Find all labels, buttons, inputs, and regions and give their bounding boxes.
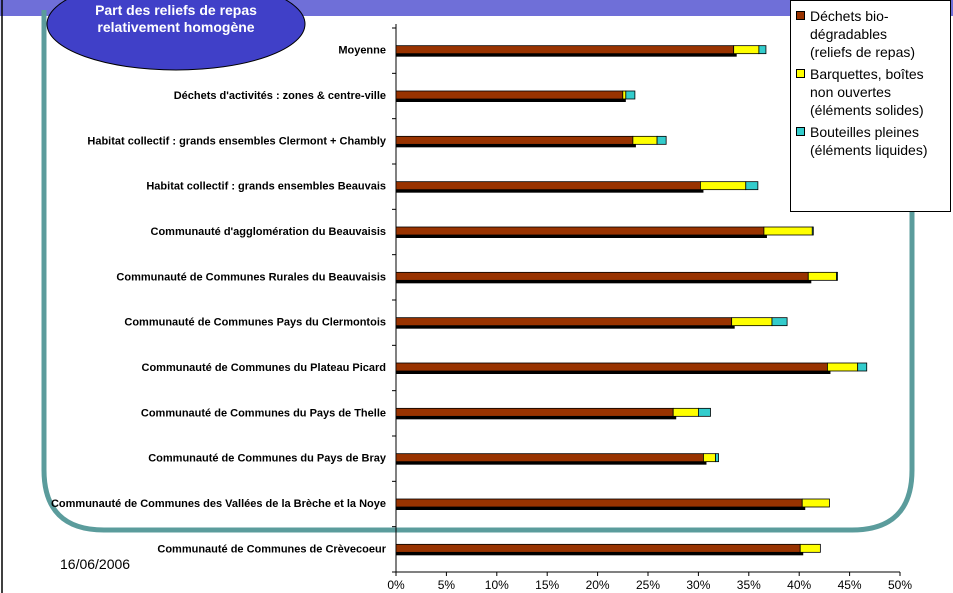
bar-segment-series-3	[656, 135, 667, 145]
x-tick-label: 35%	[737, 578, 761, 592]
bar-segment-series-3	[758, 45, 767, 55]
legend-text: dégradables	[810, 26, 888, 42]
legend-swatch-biodegradable	[796, 11, 805, 20]
bar-segment-series-3	[745, 181, 759, 191]
bar-segment-series-2	[763, 226, 813, 236]
legend-text: Bouteilles pleines	[810, 124, 919, 140]
x-tick-label: 50%	[888, 578, 912, 592]
bar-segment-series-2	[672, 407, 699, 417]
category-label: Communauté de Communes du Pays de Bray	[148, 453, 387, 465]
legend-text: (éléments solides)	[810, 102, 924, 118]
bar-segment-series-2	[799, 543, 821, 553]
legend-text: non ouvertes	[810, 84, 891, 100]
x-axis: 0% 5% 10% 15% 20% 25% 30% 35% 40% 45% 50%	[387, 24, 912, 592]
category-labels: Moyenne Déchets d'activités : zones & cen…	[51, 45, 387, 556]
x-tick-label: 40%	[787, 578, 811, 592]
bar-segment-series-3	[715, 453, 719, 463]
bar-segment-series-3	[771, 317, 788, 327]
x-tick-label: 20%	[586, 578, 610, 592]
bar-segment-series-1	[395, 271, 809, 281]
bar-segment-series-1	[395, 45, 735, 55]
legend-text: (reliefs de repas)	[810, 44, 916, 60]
slide-date: 16/06/2006	[60, 556, 131, 572]
legend-item-liquid: Bouteilles pleines (éléments liquides)	[796, 123, 944, 159]
category-label: Communauté de Communes du Pays de Thelle	[141, 407, 386, 419]
bar-segment-series-2	[700, 181, 747, 191]
bar-segment-series-3	[811, 226, 814, 236]
bar-segment-series-3	[625, 90, 636, 100]
callout-line-1: Part des reliefs de repas	[95, 2, 257, 18]
x-tick-label: 30%	[686, 578, 710, 592]
category-label: Déchets d'activités : zones & centre-vil…	[174, 90, 386, 102]
legend-swatch-solid	[796, 69, 805, 78]
bar-segment-series-2	[703, 453, 716, 463]
x-tick-label: 0%	[387, 578, 405, 592]
bar-segment-series-1	[395, 498, 803, 508]
category-label: Communauté de Communes du Plateau Picard	[142, 362, 387, 374]
bar-segment-series-2	[801, 498, 830, 508]
x-tick-label: 10%	[485, 578, 509, 592]
bar-segment-series-1	[395, 453, 704, 463]
callout-ellipse	[46, 0, 306, 71]
bar-segment-series-1	[395, 181, 701, 191]
legend-item-solid: Barquettes, boîtes non ouvertes (élément…	[796, 65, 944, 119]
category-label: Habitat collectif : grands ensembles Cle…	[87, 135, 386, 147]
bar-segment-series-1	[395, 362, 828, 372]
bar-segment-series-1	[395, 226, 765, 236]
bar-segment-series-2	[733, 45, 760, 55]
legend-text: Déchets bio-	[810, 8, 889, 24]
x-tick-label: 5%	[438, 578, 456, 592]
category-label: Communauté de Communes Pays du Clermonto…	[124, 317, 386, 329]
bar-segment-series-1	[395, 317, 733, 327]
bar-segment-series-3	[857, 362, 868, 372]
legend: Déchets bio- dégradables (reliefs de rep…	[790, 0, 951, 212]
bar-segment-series-2	[731, 317, 773, 327]
category-label: Habitat collectif : grands ensembles Bea…	[146, 181, 386, 193]
category-label: Communauté de Communes de Crèvecoeur	[157, 543, 386, 555]
category-label: Communauté d'agglomération du Beauvaisis	[151, 226, 387, 238]
callout-line-2: relativement homogène	[97, 19, 255, 35]
legend-text: Barquettes, boîtes	[810, 66, 924, 82]
x-tick-label: 15%	[535, 578, 559, 592]
callout-text: Part des reliefs de repas relativement h…	[45, 2, 307, 36]
bar-segment-series-1	[395, 90, 624, 100]
x-tick-label: 25%	[636, 578, 660, 592]
category-label: Communauté de Communes Rurales du Beauva…	[116, 271, 386, 283]
bar-segment-series-2	[827, 362, 859, 372]
bar-segment-series-1	[395, 543, 801, 553]
decorative-frame	[41, 10, 915, 533]
bar-segment-series-2	[807, 271, 837, 281]
bar-segment-series-1	[395, 407, 674, 417]
bars	[395, 45, 868, 556]
legend-item-biodegradable: Déchets bio- dégradables (reliefs de rep…	[796, 7, 944, 61]
legend-swatch-liquid	[796, 127, 805, 136]
category-label: Communauté de Communes des Vallées de la…	[51, 498, 386, 510]
bar-segment-series-2	[632, 135, 658, 145]
bar-segment-series-2	[622, 90, 627, 100]
bar-segment-series-3	[698, 407, 711, 417]
callout-badge: Part des reliefs de repas relativement h…	[45, 0, 307, 71]
category-label: Moyenne	[338, 45, 386, 57]
bar-segment-series-3	[836, 271, 838, 281]
bar-segment-series-1	[395, 135, 634, 145]
x-tick-label: 45%	[838, 578, 862, 592]
legend-text: (éléments liquides)	[810, 142, 928, 158]
